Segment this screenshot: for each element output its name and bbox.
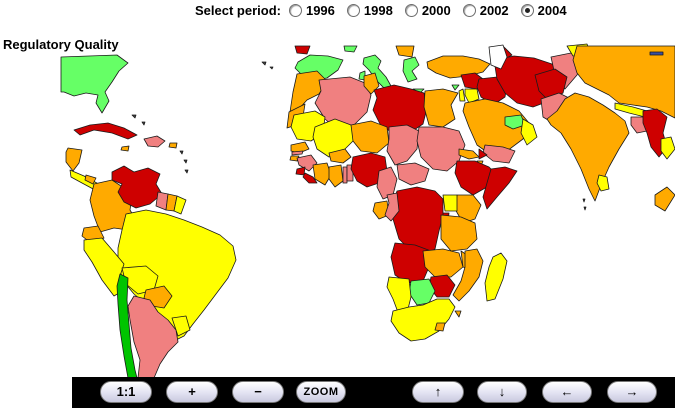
actual-size-button[interactable]: 1:1 xyxy=(100,381,152,403)
radio-1996[interactable]: 1996 xyxy=(288,3,335,18)
region-tanzania[interactable] xyxy=(440,214,478,252)
region-jamaica[interactable] xyxy=(120,145,130,152)
region-central-african-republic[interactable] xyxy=(396,162,430,186)
region-uae[interactable] xyxy=(504,114,526,130)
region-x-islet-bahamas-2 xyxy=(141,121,146,126)
zoom-mode-button[interactable]: ZOOM xyxy=(296,381,346,403)
region-x-islet-azores-2 xyxy=(269,66,274,70)
region-france-fragment[interactable] xyxy=(294,45,311,55)
region-hispaniola[interactable] xyxy=(143,135,166,148)
region-x-islet-maldives-1 xyxy=(582,198,586,203)
radio-1996-label: 1996 xyxy=(305,3,335,18)
region-turkey[interactable] xyxy=(426,55,491,79)
region-balkans-fragment[interactable] xyxy=(395,45,415,58)
region-x-river-line xyxy=(649,51,664,56)
region-lesotho[interactable] xyxy=(434,322,446,332)
radio-2004[interactable]: 2004 xyxy=(520,3,567,18)
radio-2002[interactable]: 2002 xyxy=(462,3,509,18)
indicator-title: Regulatory Quality xyxy=(3,37,119,52)
radio-button-icon[interactable] xyxy=(346,4,360,17)
region-x-caspian-sea xyxy=(488,44,508,70)
region-libya[interactable] xyxy=(372,84,428,135)
region-saudi-arabia[interactable] xyxy=(462,98,530,156)
region-ghana[interactable] xyxy=(328,164,344,188)
region-cyprus[interactable] xyxy=(451,84,460,91)
zoom-out-button[interactable]: − xyxy=(232,381,284,403)
radio-2000-label: 2000 xyxy=(421,3,451,18)
region-uganda[interactable] xyxy=(442,194,458,212)
radio-1998[interactable]: 1998 xyxy=(346,3,393,18)
region-sudan[interactable] xyxy=(416,126,466,172)
region-mexico[interactable] xyxy=(65,147,83,172)
region-french-guiana[interactable] xyxy=(173,195,187,215)
region-oman[interactable] xyxy=(520,118,538,146)
region-venezuela[interactable] xyxy=(111,165,163,209)
region-egypt[interactable] xyxy=(423,88,459,128)
region-senegal[interactable] xyxy=(290,141,310,154)
pan-down-button[interactable]: ↓ xyxy=(477,381,527,403)
region-niger[interactable] xyxy=(350,120,390,154)
radio-2004-label: 2004 xyxy=(537,3,567,18)
region-zambia[interactable] xyxy=(422,248,464,278)
region-thailand[interactable] xyxy=(660,136,675,160)
zoom-in-button[interactable]: + xyxy=(166,381,218,403)
pan-left-button[interactable]: ← xyxy=(542,381,592,403)
region-greece[interactable] xyxy=(402,56,420,83)
region-puerto-rico[interactable] xyxy=(168,142,178,149)
region-israel[interactable] xyxy=(458,88,466,102)
region-sierra-leone[interactable] xyxy=(295,166,306,176)
region-cuba[interactable] xyxy=(73,122,138,140)
radio-button-icon[interactable] xyxy=(520,4,534,17)
radio-2002-label: 2002 xyxy=(479,3,509,18)
region-argentina[interactable] xyxy=(127,295,179,379)
radio-button-icon[interactable] xyxy=(288,4,302,17)
region-x-islet-antilles-2 xyxy=(183,159,188,164)
period-selector: Select period: 1996 1998 2000 2002 2004 xyxy=(195,3,579,18)
map-toolbar: 1:1 + − ZOOM ↑ ↓ ← → xyxy=(72,377,675,408)
region-honduras[interactable] xyxy=(84,174,97,185)
region-morocco[interactable] xyxy=(289,70,328,113)
region-congo[interactable] xyxy=(384,192,400,222)
period-selector-label: Select period: xyxy=(195,3,281,18)
region-x-islet-antilles-3 xyxy=(184,169,189,174)
pan-up-button[interactable]: ↑ xyxy=(412,381,464,403)
region-madagascar[interactable] xyxy=(484,252,508,302)
region-china[interactable] xyxy=(572,45,675,119)
region-burkina-faso[interactable] xyxy=(328,148,352,164)
region-x-islet-azores-1 xyxy=(261,61,267,66)
radio-2000[interactable]: 2000 xyxy=(404,3,451,18)
region-x-islet-antilles-1 xyxy=(179,150,184,155)
region-cote-divoire[interactable] xyxy=(312,162,332,186)
radio-1998-label: 1998 xyxy=(363,3,393,18)
region-swaziland[interactable] xyxy=(454,310,462,318)
region-mozambique[interactable] xyxy=(452,248,484,302)
region-india[interactable] xyxy=(546,92,630,202)
region-indonesia-sumatra[interactable] xyxy=(654,186,675,212)
region-yemen-west[interactable] xyxy=(478,148,488,160)
radio-button-icon[interactable] xyxy=(462,4,476,17)
region-sri-lanka[interactable] xyxy=(596,174,610,192)
region-x-islet-maldives-2 xyxy=(583,206,587,211)
region-guinea-bissau[interactable] xyxy=(289,155,300,162)
region-gambia[interactable] xyxy=(291,150,304,156)
pan-right-button[interactable]: → xyxy=(607,381,657,403)
radio-button-icon[interactable] xyxy=(404,4,418,17)
region-eritrea[interactable] xyxy=(458,148,480,160)
region-chad[interactable] xyxy=(386,124,420,166)
region-togo[interactable] xyxy=(342,166,348,184)
region-usa-southeast[interactable] xyxy=(60,54,129,114)
region-x-islet-bahamas-1 xyxy=(131,114,137,119)
region-alps-fragment[interactable] xyxy=(343,45,358,53)
region-somalia[interactable] xyxy=(482,166,518,210)
region-liberia[interactable] xyxy=(302,172,318,184)
